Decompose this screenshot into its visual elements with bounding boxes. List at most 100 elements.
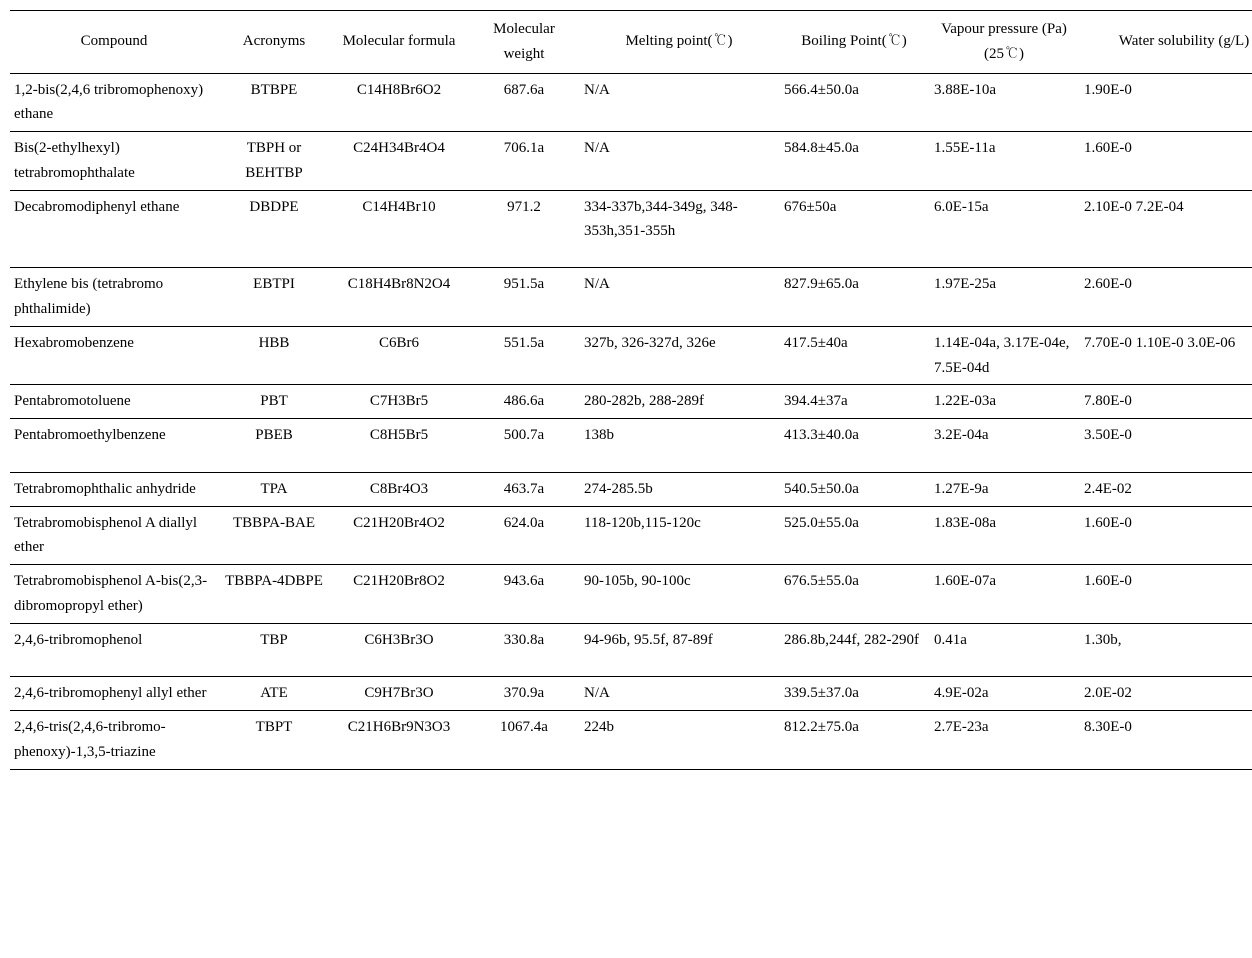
cell-bp: 339.5±37.0a	[780, 677, 930, 711]
cell-formula: C21H20Br4O2	[330, 506, 470, 565]
cell-ws: 1.90E-0	[1080, 73, 1252, 132]
cell-mp: 94-96b, 95.5f, 87-89f	[580, 623, 780, 677]
cell-weight: 370.9a	[470, 677, 580, 711]
cell-vp: 0.41a	[930, 623, 1080, 677]
cell-acronyms: TBPT	[220, 711, 330, 770]
cell-bp: 566.4±50.0a	[780, 73, 930, 132]
cell-compound: 1,2-bis(2,4,6 tribromophenoxy) ethane	[10, 73, 220, 132]
cell-bp: 812.2±75.0a	[780, 711, 930, 770]
cell-compound: 2,4,6-tribromophenol	[10, 623, 220, 677]
cell-bp: 676.5±55.0a	[780, 565, 930, 624]
cell-acronyms: EBTPI	[220, 268, 330, 327]
table-row: 2,4,6-tribromophenolTBPC6H3Br3O330.8a94-…	[10, 623, 1252, 677]
cell-vp: 1.27E-9a	[930, 472, 1080, 506]
cell-weight: 687.6a	[470, 73, 580, 132]
header-compound: Compound	[10, 11, 220, 74]
cell-mp: 118-120b,115-120c	[580, 506, 780, 565]
cell-ws: 2.60E-0	[1080, 268, 1252, 327]
cell-formula: C8Br4O3	[330, 472, 470, 506]
cell-ws: 1.60E-0	[1080, 506, 1252, 565]
cell-vp: 1.22E-03a	[930, 385, 1080, 419]
cell-acronyms: TBBPA-4DBPE	[220, 565, 330, 624]
table-row: PentabromoethylbenzenePBEBC8H5Br5500.7a1…	[10, 419, 1252, 473]
cell-compound: 2,4,6-tribromophenyl allyl ether	[10, 677, 220, 711]
table-body: 1,2-bis(2,4,6 tribromophenoxy) ethaneBTB…	[10, 73, 1252, 769]
cell-vp: 1.83E-08a	[930, 506, 1080, 565]
cell-formula: C21H6Br9N3O3	[330, 711, 470, 770]
cell-vp: 1.14E-04a, 3.17E-04e, 7.5E-04d	[930, 326, 1080, 385]
cell-mp: 327b, 326-327d, 326e	[580, 326, 780, 385]
cell-vp: 3.88E-10a	[930, 73, 1080, 132]
cell-acronyms: HBB	[220, 326, 330, 385]
header-mp: Melting point(℃)	[580, 11, 780, 74]
table-row: Tetrabromobisphenol A diallyl etherTBBPA…	[10, 506, 1252, 565]
cell-mp: 90-105b, 90-100c	[580, 565, 780, 624]
cell-compound: Pentabromoethylbenzene	[10, 419, 220, 473]
cell-formula: C8H5Br5	[330, 419, 470, 473]
header-ws: Water solubility (g/L)	[1080, 11, 1252, 74]
cell-bp: 286.8b,244f, 282-290f	[780, 623, 930, 677]
table-row: 2,4,6-tribromophenyl allyl etherATEC9H7B…	[10, 677, 1252, 711]
cell-bp: 413.3±40.0a	[780, 419, 930, 473]
cell-compound: 2,4,6-tris(2,4,6-tribromo-phenoxy)-1,3,5…	[10, 711, 220, 770]
cell-mp: N/A	[580, 677, 780, 711]
table-header: CompoundAcronymsMolecular formulaMolecul…	[10, 11, 1252, 74]
cell-vp: 1.60E-07a	[930, 565, 1080, 624]
cell-compound: Tetrabromophthalic anhydride	[10, 472, 220, 506]
cell-ws: 7.70E-0 1.10E-0 3.0E-06	[1080, 326, 1252, 385]
cell-ws: 2.4E-02	[1080, 472, 1252, 506]
table-row: PentabromotoluenePBTC7H3Br5486.6a280-282…	[10, 385, 1252, 419]
cell-weight: 330.8a	[470, 623, 580, 677]
cell-ws: 2.10E-0 7.2E-04	[1080, 190, 1252, 268]
cell-formula: C21H20Br8O2	[330, 565, 470, 624]
cell-formula: C24H34Br4O4	[330, 132, 470, 191]
cell-weight: 500.7a	[470, 419, 580, 473]
cell-weight: 951.5a	[470, 268, 580, 327]
cell-weight: 463.7a	[470, 472, 580, 506]
cell-weight: 486.6a	[470, 385, 580, 419]
cell-weight: 551.5a	[470, 326, 580, 385]
cell-weight: 971.2	[470, 190, 580, 268]
cell-bp: 676±50a	[780, 190, 930, 268]
cell-mp: 280-282b, 288-289f	[580, 385, 780, 419]
header-acronyms: Acronyms	[220, 11, 330, 74]
table-row: 2,4,6-tris(2,4,6-tribromo-phenoxy)-1,3,5…	[10, 711, 1252, 770]
cell-acronyms: TPA	[220, 472, 330, 506]
cell-formula: C18H4Br8N2O4	[330, 268, 470, 327]
cell-weight: 1067.4a	[470, 711, 580, 770]
cell-compound: Bis(2-ethylhexyl) tetrabromophthalate	[10, 132, 220, 191]
header-weight: Molecular weight	[470, 11, 580, 74]
cell-compound: Tetrabromobisphenol A diallyl ether	[10, 506, 220, 565]
cell-vp: 4.9E-02a	[930, 677, 1080, 711]
table-row: Bis(2-ethylhexyl) tetrabromophthalateTBP…	[10, 132, 1252, 191]
cell-mp: N/A	[580, 73, 780, 132]
cell-mp: 138b	[580, 419, 780, 473]
cell-ws: 1.30b,	[1080, 623, 1252, 677]
cell-acronyms: PBT	[220, 385, 330, 419]
cell-ws: 8.30E-0	[1080, 711, 1252, 770]
cell-compound: Pentabromotoluene	[10, 385, 220, 419]
cell-acronyms: ATE	[220, 677, 330, 711]
cell-acronyms: TBBPA-BAE	[220, 506, 330, 565]
compound-properties-table: CompoundAcronymsMolecular formulaMolecul…	[10, 10, 1252, 770]
cell-ws: 3.50E-0	[1080, 419, 1252, 473]
cell-weight: 624.0a	[470, 506, 580, 565]
header-bp: Boiling Point(℃)	[780, 11, 930, 74]
cell-formula: C14H8Br6O2	[330, 73, 470, 132]
cell-ws: 1.60E-0	[1080, 565, 1252, 624]
cell-ws: 1.60E-0	[1080, 132, 1252, 191]
cell-ws: 2.0E-02	[1080, 677, 1252, 711]
cell-vp: 2.7E-23a	[930, 711, 1080, 770]
cell-bp: 394.4±37a	[780, 385, 930, 419]
cell-weight: 943.6a	[470, 565, 580, 624]
cell-acronyms: DBDPE	[220, 190, 330, 268]
cell-formula: C7H3Br5	[330, 385, 470, 419]
cell-mp: N/A	[580, 268, 780, 327]
cell-formula: C6H3Br3O	[330, 623, 470, 677]
cell-compound: Ethylene bis (tetrabromo phthalimide)	[10, 268, 220, 327]
table-row: 1,2-bis(2,4,6 tribromophenoxy) ethaneBTB…	[10, 73, 1252, 132]
cell-weight: 706.1a	[470, 132, 580, 191]
cell-mp: N/A	[580, 132, 780, 191]
cell-compound: Decabromodiphenyl ethane	[10, 190, 220, 268]
cell-bp: 525.0±55.0a	[780, 506, 930, 565]
